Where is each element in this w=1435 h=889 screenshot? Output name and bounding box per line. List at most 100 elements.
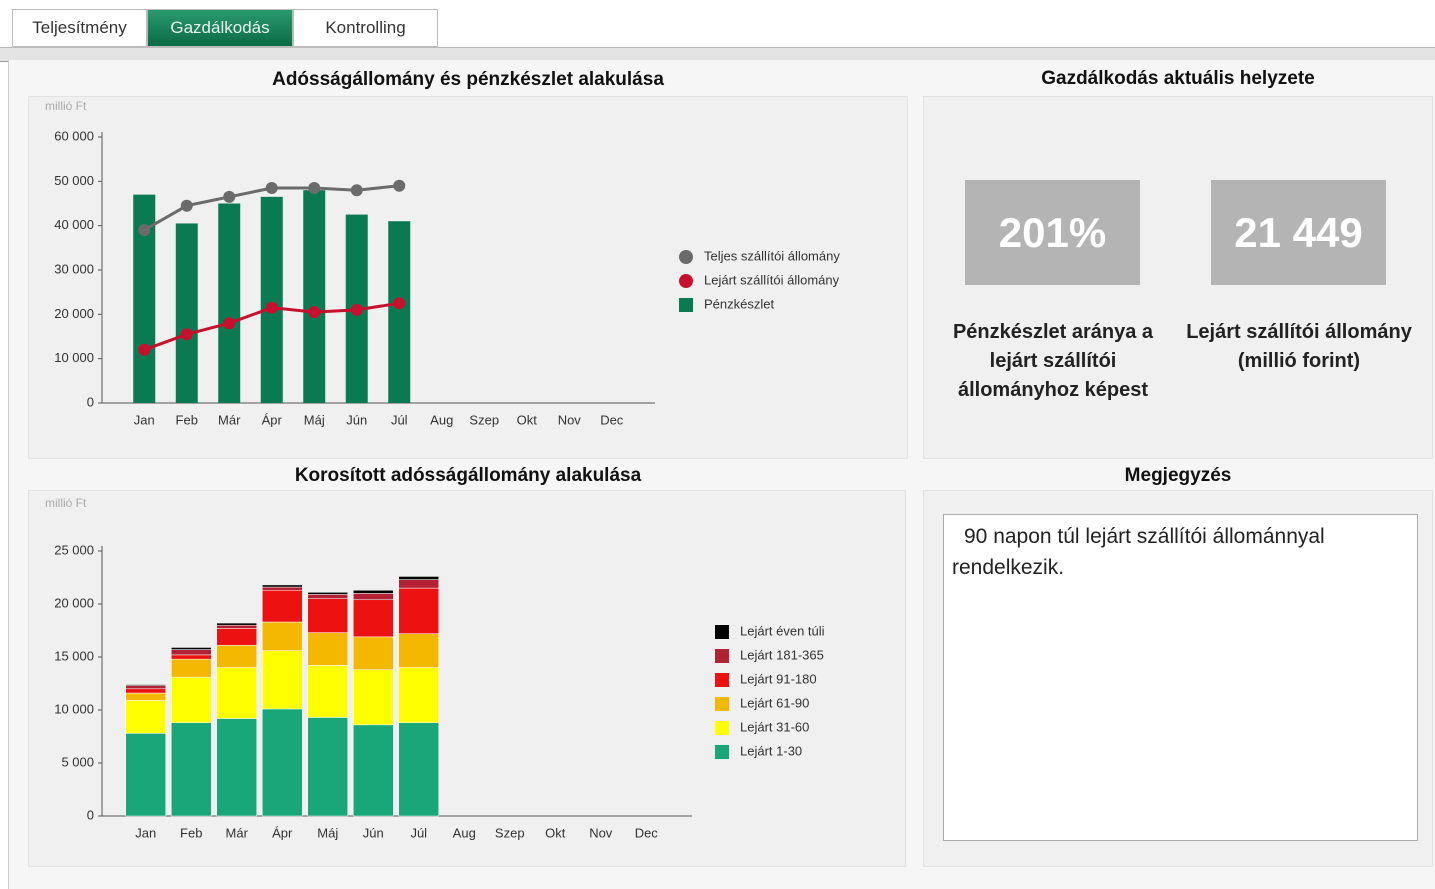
x-tick-label: Jún — [363, 825, 384, 840]
legend-marker — [715, 649, 729, 663]
bar-segment — [398, 722, 439, 817]
bar — [175, 223, 198, 403]
y-tick-label: 50 000 — [54, 173, 94, 188]
bar — [388, 221, 411, 403]
legend-marker — [679, 298, 693, 312]
bar-segment — [125, 733, 166, 817]
y-tick-label: 30 000 — [54, 261, 94, 276]
y-tick-label: 25 000 — [54, 542, 94, 557]
bar-segment — [171, 676, 212, 723]
bar-segment — [353, 724, 394, 817]
point — [265, 301, 278, 314]
bar-segment — [262, 708, 303, 817]
legend-label: Lejárt 61-90 — [740, 695, 809, 710]
bar-segment — [398, 633, 439, 668]
x-tick-label: Ápr — [272, 825, 293, 840]
x-tick-label: Ápr — [262, 412, 283, 427]
point — [350, 303, 363, 316]
kpi-value: 201% — [965, 180, 1140, 285]
legend-marker — [715, 745, 729, 759]
bar-segment — [216, 622, 257, 626]
bar-segment — [262, 584, 303, 588]
panel — [28, 96, 908, 459]
legend-label: Lejárt szállítói állomány — [704, 272, 840, 287]
bar-segment — [353, 669, 394, 726]
tab[interactable]: Kontrolling — [293, 9, 438, 47]
legend-marker — [679, 250, 693, 264]
bar-segment — [171, 649, 212, 656]
y-tick-label: 20 000 — [54, 306, 94, 321]
x-tick-label: Már — [226, 825, 249, 840]
x-tick-label: Máj — [317, 825, 338, 840]
panel-title: Gazdálkodás aktuális helyzete — [1041, 68, 1315, 89]
legend-marker — [715, 697, 729, 711]
tab[interactable]: Teljesítmény — [12, 9, 147, 47]
bar-segment — [307, 665, 348, 718]
point — [223, 317, 236, 330]
x-tick-label: Szep — [495, 825, 525, 840]
note-text: 90 napon túl lejárt szállítói állománnya… — [943, 514, 1418, 841]
bar-segment — [307, 594, 348, 599]
x-tick-label: Feb — [176, 412, 198, 427]
bar-segment — [353, 636, 394, 670]
legend-marker — [715, 673, 729, 687]
y-tick-label: 0 — [87, 394, 94, 409]
legend-label: Teljes szállítói állomány — [704, 248, 840, 263]
x-tick-label: Dec — [635, 825, 659, 840]
kpi-value: 21 449 — [1211, 180, 1386, 285]
kpi-caption: Lejárt szállítói állomány (millió forint… — [1186, 321, 1412, 372]
chart-title: Adósságállomány és pénzkészlet alakulása — [272, 69, 664, 90]
y-axis-label: millió Ft — [45, 99, 87, 113]
x-tick-label: Feb — [180, 825, 202, 840]
bar-segment — [216, 645, 257, 668]
x-tick-label: Nov — [589, 825, 613, 840]
y-tick-label: 15 000 — [54, 648, 94, 663]
x-tick-label: Jan — [135, 825, 156, 840]
bar-segment — [262, 621, 303, 651]
x-tick-label: Jún — [346, 412, 367, 427]
point — [308, 181, 321, 194]
x-tick-label: Nov — [558, 412, 582, 427]
bar-segment — [262, 589, 303, 623]
legend-label: Lejárt 91-180 — [740, 671, 817, 686]
point — [393, 297, 406, 310]
bar-segment — [171, 658, 212, 678]
bar-segment — [353, 589, 394, 594]
bar-segment — [307, 592, 348, 595]
legend-label: Lejárt 1-30 — [740, 743, 802, 758]
y-tick-label: 60 000 — [54, 128, 94, 143]
bar-segment — [125, 700, 166, 734]
legend-marker — [715, 625, 729, 639]
bar-segment — [398, 579, 439, 589]
y-tick-label: 10 000 — [54, 701, 94, 716]
legend-label: Lejárt 31-60 — [740, 719, 809, 734]
point — [350, 184, 363, 197]
bar-segment — [216, 628, 257, 646]
bar-segment — [398, 576, 439, 580]
bar-segment — [398, 587, 439, 634]
y-axis-label: millió Ft — [45, 496, 87, 510]
x-tick-label: Jan — [134, 412, 155, 427]
bar-segment — [125, 692, 166, 701]
x-tick-label: Szep — [469, 412, 499, 427]
bar-segment — [216, 667, 257, 719]
x-tick-label: Aug — [430, 412, 453, 427]
bar-segment — [353, 593, 394, 601]
bar-segment — [398, 667, 439, 723]
point — [265, 181, 278, 194]
bar-segment — [216, 624, 257, 629]
y-tick-label: 20 000 — [54, 595, 94, 610]
bar-segment — [125, 685, 166, 690]
bar-segment — [307, 598, 348, 633]
bar-segment — [262, 586, 303, 591]
point — [138, 343, 151, 356]
x-tick-label: Dec — [600, 412, 624, 427]
legend-label: Lejárt 181-365 — [740, 647, 824, 662]
tab-active[interactable]: Gazdálkodás — [147, 9, 293, 47]
point — [223, 190, 236, 203]
point — [180, 328, 193, 341]
point — [138, 224, 151, 237]
bar-segment — [307, 632, 348, 666]
legend-marker — [715, 721, 729, 735]
